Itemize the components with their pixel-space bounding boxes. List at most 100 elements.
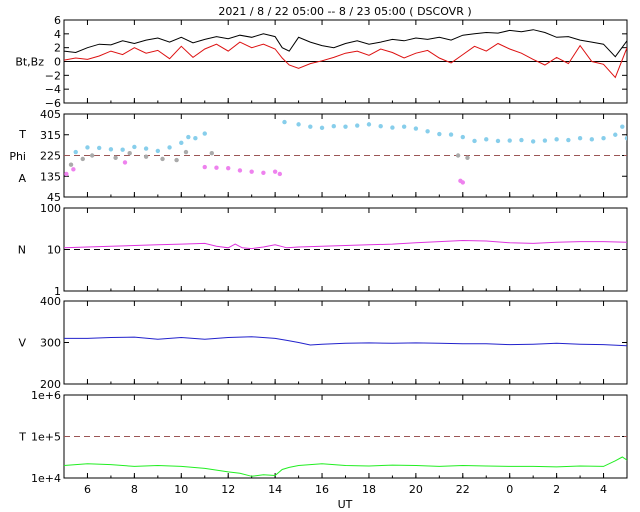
- y-tick-label: 100: [40, 202, 61, 215]
- data-point: [143, 154, 149, 159]
- data-point: [73, 149, 78, 155]
- data-point: [390, 125, 395, 130]
- x-tick-label: 20: [409, 483, 423, 496]
- data-point: [143, 146, 149, 151]
- x-tick-label: 16: [315, 483, 329, 496]
- series-theta: [73, 119, 627, 155]
- data-point: [96, 145, 102, 151]
- series-line-Bz: [64, 41, 627, 79]
- y-axis-label-phi: Phi: [9, 150, 26, 163]
- data-point: [80, 156, 85, 162]
- panel-frame: [63, 300, 628, 385]
- y-tick-label: 45: [47, 191, 61, 204]
- y-tick-label: 200: [40, 378, 61, 391]
- data-point: [183, 149, 189, 155]
- data-point: [542, 138, 548, 143]
- y-tick-label: 1e+6: [31, 389, 61, 402]
- data-layer: [64, 239, 627, 250]
- y-tick-label: 405: [40, 108, 61, 121]
- series-line-V: [64, 336, 627, 347]
- data-point: [85, 145, 90, 150]
- data-point: [620, 124, 625, 129]
- data-point: [425, 129, 430, 134]
- y-axis-label: T: [18, 431, 26, 444]
- data-point: [113, 155, 118, 161]
- data-point: [624, 136, 627, 141]
- y-tick-label: −4: [45, 83, 61, 96]
- data-point: [519, 137, 524, 143]
- data-point: [331, 124, 336, 129]
- data-point: [319, 125, 325, 131]
- data-point: [472, 138, 477, 144]
- data-point: [448, 132, 454, 137]
- x-axis-label: UT: [338, 498, 353, 511]
- data-point: [343, 124, 348, 129]
- x-tick-label: 14: [268, 483, 282, 496]
- data-point: [237, 168, 243, 173]
- data-point: [261, 170, 266, 175]
- data-point: [108, 147, 114, 152]
- y-tick-label: 10: [47, 244, 61, 257]
- data-point: [132, 144, 137, 150]
- series-line-N: [64, 239, 627, 250]
- data-point: [308, 124, 313, 129]
- data-point: [272, 169, 278, 174]
- y-tick-label: −2: [45, 69, 61, 82]
- data-point: [460, 180, 465, 185]
- y-tick-label: 2: [54, 42, 61, 55]
- y-axis-label-a: A: [18, 172, 26, 185]
- data-point: [413, 126, 419, 131]
- chart-panels: 6420−2−4−6Bt,Bz40531522513545TPhiA100101…: [9, 14, 628, 496]
- data-point: [366, 122, 372, 127]
- data-point: [249, 169, 254, 174]
- chart-title: 2021 / 8 / 22 05:00 -- 8 / 23 05:00 ( DS…: [218, 5, 471, 18]
- y-tick-label: 400: [40, 295, 61, 308]
- data-point: [401, 124, 407, 129]
- data-point: [455, 153, 461, 158]
- data-layer: [64, 29, 627, 79]
- y-axis-label: V: [18, 337, 26, 350]
- y-tick-label: 315: [40, 129, 61, 142]
- data-point: [613, 132, 618, 137]
- x-tick-label: 18: [362, 483, 376, 496]
- data-point: [214, 165, 219, 170]
- data-layer: [64, 336, 627, 347]
- data-point: [193, 136, 198, 141]
- series-phi_away: [68, 149, 470, 167]
- data-layer: [64, 456, 627, 477]
- x-tick-label: 12: [221, 483, 235, 496]
- panel-density: 100 10 1 N: [18, 202, 628, 298]
- y-tick-label: 4: [54, 28, 61, 41]
- data-point: [155, 148, 161, 154]
- data-point: [127, 150, 132, 156]
- data-point: [89, 153, 95, 158]
- data-point: [589, 137, 595, 142]
- y-tick-label: 6: [54, 14, 61, 27]
- data-point: [566, 137, 571, 143]
- data-point: [437, 131, 442, 137]
- panel-speed: 400 300 200 V: [18, 295, 628, 391]
- data-point: [577, 136, 583, 141]
- series-line-Bt: [64, 29, 627, 58]
- x-tick-label: 10: [174, 483, 188, 496]
- data-point: [296, 122, 301, 127]
- x-tick-label: 0: [506, 483, 513, 496]
- data-point: [226, 165, 231, 171]
- y-axis-label-t: T: [18, 128, 26, 141]
- data-point: [484, 137, 489, 142]
- data-point: [495, 138, 501, 144]
- x-tick-label: 4: [600, 483, 607, 496]
- panel-temperature: 1e+6 1e+5 1e+4 T: [18, 389, 628, 485]
- y-tick-label: 300: [40, 337, 61, 350]
- y-tick-label: 1: [54, 285, 61, 298]
- y-tick-label: 0: [54, 56, 61, 69]
- data-point: [530, 139, 536, 144]
- data-point: [174, 157, 179, 163]
- x-tick-label: 6: [84, 483, 91, 496]
- data-point: [186, 134, 191, 140]
- data-point: [601, 136, 606, 141]
- data-point: [202, 131, 207, 136]
- data-layer: [64, 119, 627, 185]
